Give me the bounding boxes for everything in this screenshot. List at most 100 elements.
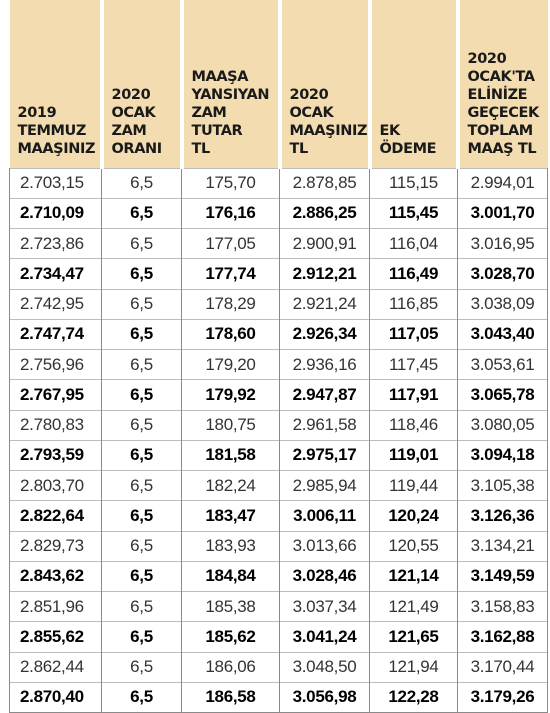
cell-2019-july-salary: 2.803,70: [9, 469, 102, 501]
cell-raise-amount: 185,62: [181, 621, 280, 652]
cell-2019-july-salary: 2.767,95: [9, 379, 102, 410]
cell-extra-payment: 115,15: [369, 167, 458, 199]
table-body: 2.703,15 6,5 175,70 2.878,85 115,15 2.994,01 2…: [9, 167, 548, 713]
cell-2019-july-salary: 2.851,96: [9, 590, 102, 622]
cell-total-salary: 3.001,70: [457, 197, 548, 229]
table-row: 2.862,44 6,5 186,06 3.048,50 121,94 3.170,44: [9, 651, 548, 683]
cell-2019-july-salary: 2.723,86: [9, 227, 102, 259]
table-row: 2.723,86 6,5 177,05 2.900,91 116,04 3.016,95: [9, 227, 548, 259]
table-row: 2.780,83 6,5 180,75 2.961,58 118,46 3.080,05: [9, 409, 548, 441]
cell-raise-amount: 183,47: [181, 500, 280, 531]
header-2020-january-salary: 2020 OCAK MAAŞINIZ TL: [279, 0, 372, 168]
table-row: 2.851,96 6,5 185,38 3.037,34 121,49 3.158,83: [9, 590, 548, 622]
cell-2020-january-salary: 2.926,34: [279, 318, 370, 350]
cell-raise-amount: 184,84: [181, 560, 280, 592]
cell-raise-amount: 186,06: [181, 651, 280, 683]
cell-2020-january-salary: 3.028,46: [279, 560, 370, 592]
cell-raise-amount: 182,24: [181, 469, 280, 501]
cell-raise-rate: 6,5: [101, 197, 182, 229]
cell-raise-rate: 6,5: [101, 590, 182, 622]
cell-raise-amount: 178,60: [181, 318, 280, 350]
table-row: 2.756,96 6,5 179,20 2.936,16 117,45 3.053,61: [9, 348, 548, 380]
cell-2019-july-salary: 2.742,95: [9, 288, 102, 320]
cell-raise-rate: 6,5: [101, 379, 182, 410]
cell-total-salary: 3.016,95: [457, 227, 548, 259]
cell-extra-payment: 120,24: [369, 500, 458, 531]
cell-raise-rate: 6,5: [101, 681, 182, 713]
cell-2019-july-salary: 2.734,47: [9, 258, 102, 289]
cell-2019-july-salary: 2.793,59: [9, 439, 102, 471]
cell-extra-payment: 121,94: [369, 651, 458, 683]
cell-raise-rate: 6,5: [101, 288, 182, 320]
cell-raise-amount: 178,29: [181, 288, 280, 320]
table-row: 2.742,95 6,5 178,29 2.921,24 116,85 3.038,09: [9, 288, 548, 320]
cell-total-salary: 3.043,40: [457, 318, 548, 350]
cell-total-salary: 3.028,70: [457, 258, 548, 289]
cell-extra-payment: 119,44: [369, 469, 458, 501]
cell-total-salary: 3.158,83: [457, 590, 548, 622]
cell-raise-amount: 180,75: [181, 409, 280, 441]
cell-total-salary: 2.994,01: [457, 167, 548, 199]
cell-raise-rate: 6,5: [101, 348, 182, 380]
cell-raise-rate: 6,5: [101, 469, 182, 501]
salary-table: 2019 TEMMUZ MAAŞINIZ 2020 OCAK ZAM ORANI…: [9, 0, 548, 713]
header-2019-july-salary: 2019 TEMMUZ MAAŞINIZ: [9, 0, 104, 168]
cell-2019-july-salary: 2.747,74: [9, 318, 102, 350]
cell-raise-amount: 179,20: [181, 348, 280, 380]
cell-2020-january-salary: 3.056,98: [279, 681, 370, 713]
cell-raise-rate: 6,5: [101, 409, 182, 441]
cell-2019-july-salary: 2.843,62: [9, 560, 102, 592]
cell-total-salary: 3.126,36: [457, 500, 548, 531]
cell-raise-rate: 6,5: [101, 318, 182, 350]
cell-total-salary: 3.105,38: [457, 469, 548, 501]
cell-2020-january-salary: 2.947,87: [279, 379, 370, 410]
cell-2020-january-salary: 3.041,24: [279, 621, 370, 652]
cell-total-salary: 3.179,26: [457, 681, 548, 713]
cell-raise-rate: 6,5: [101, 439, 182, 471]
cell-2020-january-salary: 2.961,58: [279, 409, 370, 441]
cell-raise-amount: 181,58: [181, 439, 280, 471]
cell-extra-payment: 119,01: [369, 439, 458, 471]
cell-2020-january-salary: 2.886,25: [279, 197, 370, 229]
table-row: 2.855,62 6,5 185,62 3.041,24 121,65 3.162,88: [9, 621, 548, 652]
cell-extra-payment: 116,85: [369, 288, 458, 320]
cell-2020-january-salary: 3.006,11: [279, 500, 370, 531]
cell-raise-amount: 185,38: [181, 590, 280, 622]
cell-raise-rate: 6,5: [101, 167, 182, 199]
cell-2019-july-salary: 2.862,44: [9, 651, 102, 683]
table-row: 2.793,59 6,5 181,58 2.975,17 119,01 3.094,18: [9, 439, 548, 471]
cell-raise-rate: 6,5: [101, 621, 182, 652]
table-row: 2.710,09 6,5 176,16 2.886,25 115,45 3.001,70: [9, 197, 548, 229]
cell-raise-amount: 175,70: [181, 167, 280, 199]
cell-2020-january-salary: 2.921,24: [279, 288, 370, 320]
cell-2019-july-salary: 2.756,96: [9, 348, 102, 380]
cell-raise-amount: 177,05: [181, 227, 280, 259]
cell-extra-payment: 116,04: [369, 227, 458, 259]
cell-total-salary: 3.149,59: [457, 560, 548, 592]
table-header: 2019 TEMMUZ MAAŞINIZ 2020 OCAK ZAM ORANI…: [9, 0, 548, 168]
cell-extra-payment: 117,05: [369, 318, 458, 350]
cell-raise-amount: 176,16: [181, 197, 280, 229]
cell-2020-january-salary: 3.013,66: [279, 530, 370, 562]
cell-2019-july-salary: 2.870,40: [9, 681, 102, 713]
cell-extra-payment: 121,49: [369, 590, 458, 622]
header-total-salary: 2020 OCAK'TA ELİNİZE GEÇECEK TOPLAM MAAŞ…: [457, 0, 548, 168]
cell-2020-january-salary: 3.048,50: [279, 651, 370, 683]
table-row: 2.822,64 6,5 183,47 3.006,11 120,24 3.126,36: [9, 500, 548, 531]
table-row: 2.747,74 6,5 178,60 2.926,34 117,05 3.043,40: [9, 318, 548, 350]
cell-total-salary: 3.053,61: [457, 348, 548, 380]
table-row: 2.870,40 6,5 186,58 3.056,98 122,28 3.179,26: [9, 681, 548, 713]
cell-2019-july-salary: 2.703,15: [9, 167, 102, 199]
cell-extra-payment: 117,91: [369, 379, 458, 410]
cell-2019-july-salary: 2.855,62: [9, 621, 102, 652]
header-raise-amount: MAAŞA YANSIYAN ZAM TUTAR TL: [181, 0, 282, 168]
header-extra-payment: EK ÖDEME: [369, 0, 460, 168]
cell-2020-january-salary: 2.936,16: [279, 348, 370, 380]
cell-raise-rate: 6,5: [101, 227, 182, 259]
cell-2019-july-salary: 2.780,83: [9, 409, 102, 441]
cell-2020-january-salary: 2.878,85: [279, 167, 370, 199]
header-2020-january-raise-rate: 2020 OCAK ZAM ORANI: [101, 0, 184, 168]
cell-2020-january-salary: 2.985,94: [279, 469, 370, 501]
cell-extra-payment: 117,45: [369, 348, 458, 380]
table-row: 2.734,47 6,5 177,74 2.912,21 116,49 3.028,70: [9, 258, 548, 289]
